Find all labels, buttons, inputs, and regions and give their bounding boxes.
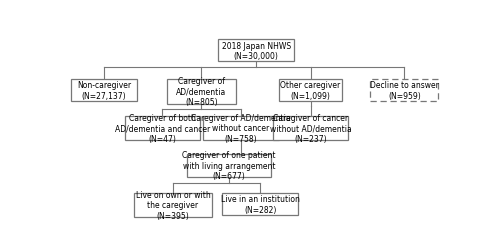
- FancyBboxPatch shape: [124, 116, 200, 140]
- FancyBboxPatch shape: [71, 80, 137, 101]
- Text: Decline to answer
(N=959): Decline to answer (N=959): [370, 81, 438, 100]
- Text: Caregiver of AD/dementia
without cancer
(N=758): Caregiver of AD/dementia without cancer …: [191, 113, 290, 143]
- FancyBboxPatch shape: [370, 80, 438, 101]
- FancyBboxPatch shape: [272, 116, 348, 140]
- FancyBboxPatch shape: [278, 80, 342, 101]
- Text: Live on own or with
the caregiver
(N=395): Live on own or with the caregiver (N=395…: [136, 190, 210, 220]
- FancyBboxPatch shape: [222, 194, 298, 215]
- Text: Live in an institution
(N=282): Live in an institution (N=282): [220, 194, 300, 214]
- FancyBboxPatch shape: [203, 116, 278, 140]
- Text: Caregiver of both
AD/dementia and cancer
(N=47): Caregiver of both AD/dementia and cancer…: [115, 113, 210, 143]
- Text: Caregiver of one patient
with living arrangement
(N=677): Caregiver of one patient with living arr…: [182, 151, 276, 180]
- Text: Non-caregiver
(N=27,137): Non-caregiver (N=27,137): [77, 81, 131, 100]
- FancyBboxPatch shape: [134, 193, 212, 217]
- Text: 2018 Japan NHWS
(N=30,000): 2018 Japan NHWS (N=30,000): [222, 42, 291, 61]
- FancyBboxPatch shape: [218, 40, 294, 62]
- FancyBboxPatch shape: [188, 154, 271, 177]
- Text: Caregiver of cancer
without AD/dementia
(N=237): Caregiver of cancer without AD/dementia …: [270, 113, 351, 143]
- Text: Caregiver of
AD/dementia
(N=805): Caregiver of AD/dementia (N=805): [176, 77, 226, 107]
- Text: Other caregiver
(N=1,099): Other caregiver (N=1,099): [280, 81, 340, 100]
- FancyBboxPatch shape: [166, 80, 235, 104]
